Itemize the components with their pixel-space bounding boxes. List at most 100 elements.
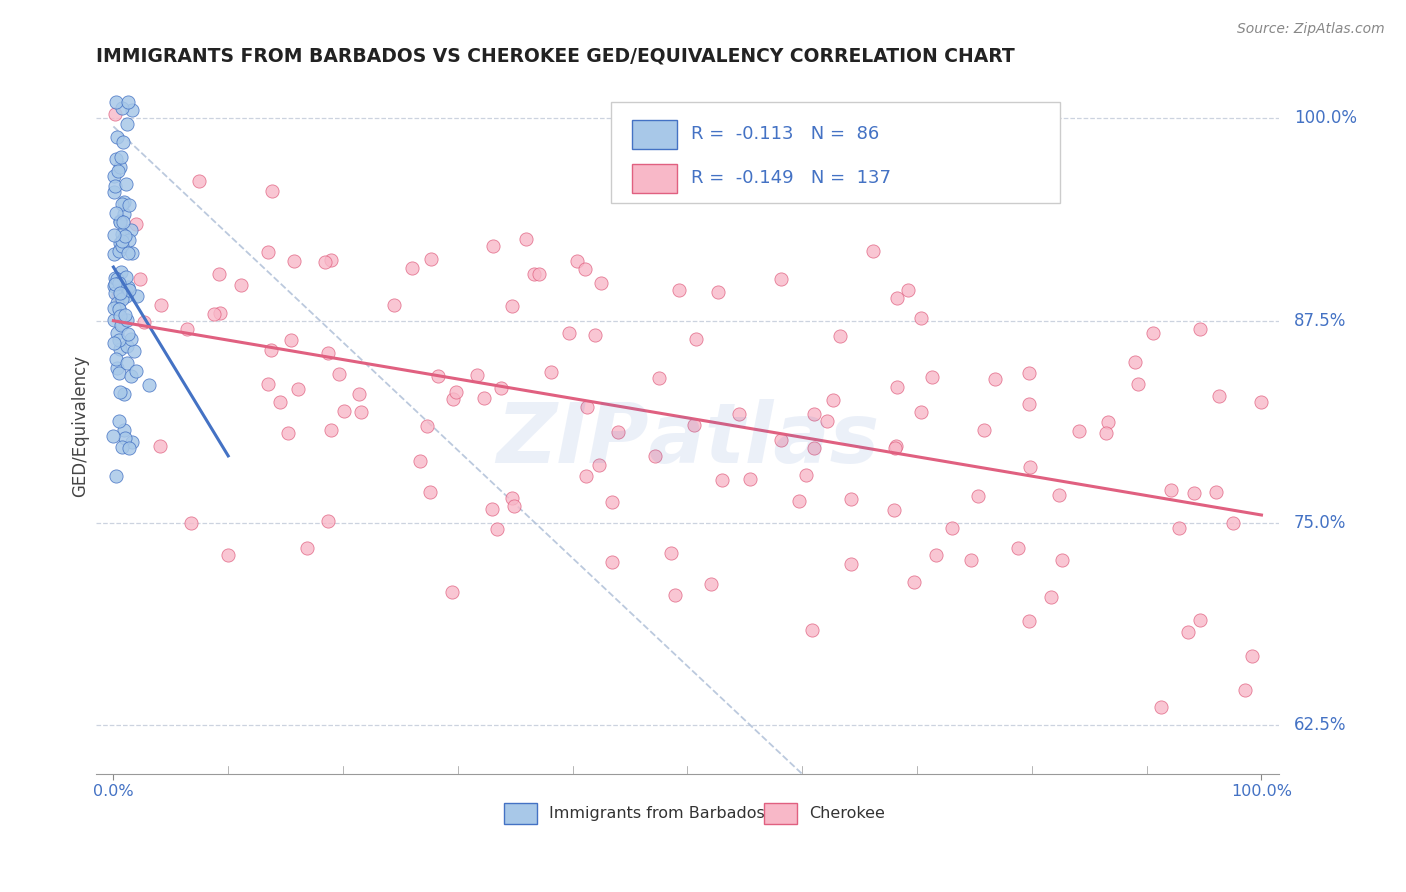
Point xyxy=(515,232,537,246)
Text: 62.5%: 62.5% xyxy=(1294,716,1347,734)
Point xyxy=(1018,366,1040,380)
Point xyxy=(886,291,908,305)
Point xyxy=(1167,521,1189,535)
Point xyxy=(588,458,610,472)
Point xyxy=(105,360,128,375)
Text: R =  -0.113   N =  86: R = -0.113 N = 86 xyxy=(690,125,879,144)
Point xyxy=(738,472,761,486)
Point xyxy=(801,624,824,638)
Point xyxy=(112,206,135,220)
Point xyxy=(328,368,350,382)
Point xyxy=(921,369,943,384)
Point xyxy=(664,588,686,602)
Point xyxy=(683,417,706,432)
Point xyxy=(1234,683,1257,698)
Point xyxy=(1007,541,1029,555)
Point xyxy=(416,419,439,434)
Point xyxy=(108,384,131,399)
Point xyxy=(121,246,143,260)
Point xyxy=(115,312,138,326)
Point xyxy=(769,434,792,448)
Text: 75.0%: 75.0% xyxy=(1294,514,1347,533)
Point xyxy=(283,253,305,268)
Point xyxy=(111,440,134,454)
Point xyxy=(108,277,131,291)
Point xyxy=(685,332,707,346)
Point xyxy=(973,424,995,438)
Point xyxy=(710,474,733,488)
Point xyxy=(103,429,125,443)
Point xyxy=(540,365,562,379)
Point xyxy=(110,265,132,279)
Point xyxy=(910,310,932,325)
Point xyxy=(984,371,1007,385)
Point xyxy=(583,327,606,342)
Point xyxy=(118,233,141,247)
Point xyxy=(401,260,423,275)
Y-axis label: GED/Equivalency: GED/Equivalency xyxy=(72,355,89,497)
Point xyxy=(886,439,908,453)
Point xyxy=(1240,648,1263,663)
Point xyxy=(104,179,127,194)
Point xyxy=(1123,355,1146,369)
Point xyxy=(486,522,509,536)
Point xyxy=(104,285,127,300)
Point xyxy=(107,296,129,310)
Point xyxy=(1222,516,1244,530)
Point xyxy=(1126,377,1149,392)
Point xyxy=(839,557,862,571)
Point xyxy=(103,277,125,292)
Point xyxy=(260,184,283,198)
Point xyxy=(111,239,134,253)
Point xyxy=(108,160,131,174)
Point xyxy=(260,343,283,357)
Point xyxy=(105,130,128,145)
Point xyxy=(903,574,925,589)
FancyBboxPatch shape xyxy=(610,103,1060,203)
Text: Source: ZipAtlas.com: Source: ZipAtlas.com xyxy=(1237,22,1385,37)
Point xyxy=(108,301,131,316)
Point xyxy=(208,267,231,281)
Point xyxy=(1205,485,1227,500)
Point xyxy=(668,283,690,297)
Point xyxy=(112,215,135,229)
Point xyxy=(527,267,550,281)
Text: IMMIGRANTS FROM BARBADOS VS CHEROKEE GED/EQUIVALENCY CORRELATION CHART: IMMIGRANTS FROM BARBADOS VS CHEROKEE GED… xyxy=(96,46,1015,65)
Point xyxy=(659,546,682,560)
Point xyxy=(316,514,339,528)
Point xyxy=(910,405,932,419)
Point xyxy=(110,150,132,164)
Point xyxy=(472,391,495,405)
Point xyxy=(700,576,723,591)
Point xyxy=(1208,389,1230,403)
Point xyxy=(105,206,128,220)
Point xyxy=(115,270,138,285)
Point xyxy=(108,343,131,357)
Text: 100.0%: 100.0% xyxy=(1294,110,1357,128)
Point xyxy=(209,306,232,320)
Point xyxy=(104,469,127,483)
Point xyxy=(117,246,139,260)
Point xyxy=(115,116,138,130)
Point xyxy=(257,376,280,391)
Point xyxy=(967,489,990,503)
Point xyxy=(501,491,523,505)
Point xyxy=(111,317,134,331)
Point xyxy=(333,404,356,418)
Point xyxy=(111,135,134,149)
Point xyxy=(1047,488,1070,502)
Point xyxy=(501,299,523,313)
Point xyxy=(150,298,173,312)
Point xyxy=(574,262,596,277)
Point xyxy=(1160,483,1182,497)
Point xyxy=(280,333,302,347)
Point xyxy=(107,288,129,302)
Point xyxy=(117,95,139,110)
Point xyxy=(118,198,141,212)
Point xyxy=(1250,395,1272,409)
Point xyxy=(110,236,132,251)
Point xyxy=(297,541,319,556)
Point xyxy=(111,196,134,211)
Point xyxy=(120,368,142,383)
Point xyxy=(111,101,134,115)
